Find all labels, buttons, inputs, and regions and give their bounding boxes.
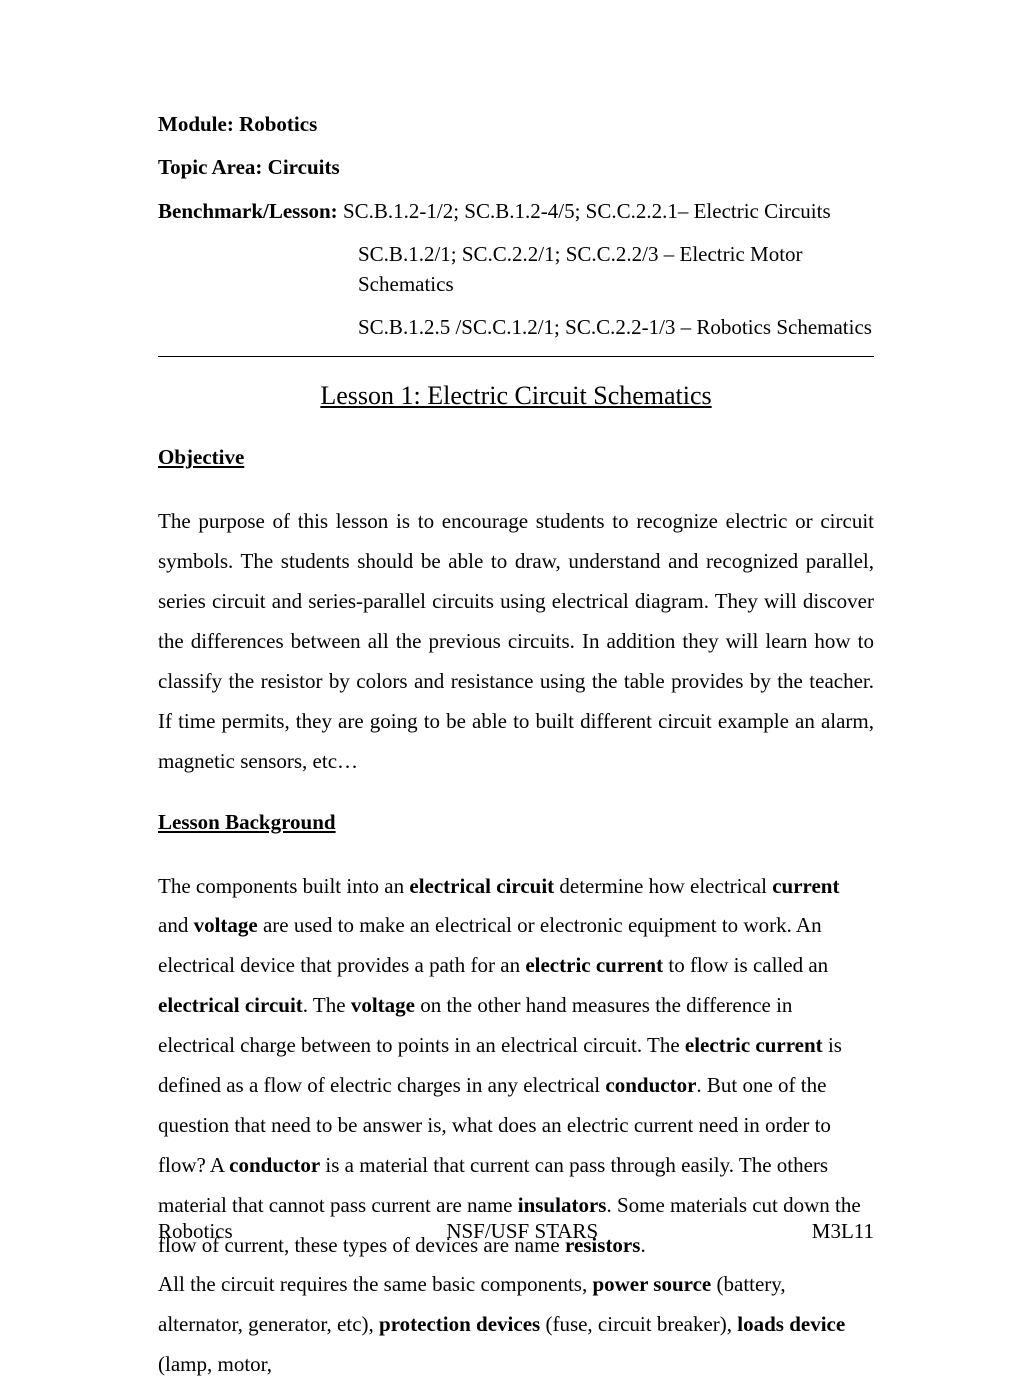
term-power-source: power source (592, 1272, 711, 1296)
bg-text: and (158, 913, 194, 937)
term-loads-device: loads device (737, 1312, 845, 1336)
benchmark-line-3: SC.B.1.2.5 /SC.C.1.2/1; SC.C.2.2-1/3 – R… (158, 313, 874, 342)
term-conductor-2: conductor (229, 1153, 320, 1177)
footer-left: Robotics (158, 1219, 233, 1244)
module-line: Module: Robotics (158, 110, 874, 139)
term-insulators: insulators (518, 1193, 607, 1217)
bg-text: to flow is called an (663, 953, 828, 977)
bg-text: (lamp, motor, (158, 1352, 272, 1376)
objective-heading: Objective (158, 445, 874, 470)
term-voltage-2: voltage (351, 993, 415, 1017)
footer-center: NSF/USF STARS (446, 1219, 598, 1244)
lesson-title: Lesson 1: Electric Circuit Schematics (158, 381, 874, 411)
term-conductor: conductor (605, 1073, 696, 1097)
divider-line (158, 356, 874, 357)
document-header: Module: Robotics Topic Area: Circuits Be… (158, 110, 874, 342)
bg-text: determine how electrical (554, 874, 772, 898)
term-electric-current-2: electric current (685, 1033, 823, 1057)
background-paragraph-2: All the circuit requires the same basic … (158, 1265, 874, 1385)
term-electric-current: electric current (525, 953, 663, 977)
page-footer: Robotics NSF/USF STARS M3L11 (158, 1219, 874, 1244)
benchmark-label: Benchmark/Lesson: (158, 199, 343, 223)
topic-area-line: Topic Area: Circuits (158, 153, 874, 182)
benchmark-line-1: Benchmark/Lesson: SC.B.1.2-1/2; SC.B.1.2… (158, 197, 874, 226)
footer-right: M3L11 (812, 1219, 874, 1244)
term-electrical-circuit: electrical circuit (409, 874, 554, 898)
term-voltage: voltage (194, 913, 258, 937)
benchmark-line-2: SC.B.1.2/1; SC.C.2.2/1; SC.C.2.2/3 – Ele… (158, 240, 874, 299)
bg-text: . The (303, 993, 351, 1017)
module-value: Robotics (239, 112, 317, 136)
bg-text: All the circuit requires the same basic … (158, 1272, 592, 1296)
term-current: current (772, 874, 839, 898)
objective-text: The purpose of this lesson is to encoura… (158, 502, 874, 781)
term-protection-devices: protection devices (379, 1312, 540, 1336)
background-heading: Lesson Background (158, 810, 874, 835)
term-electrical-circuit-2: electrical circuit (158, 993, 303, 1017)
bg-text: The components built into an (158, 874, 409, 898)
bg-text: (fuse, circuit breaker), (540, 1312, 737, 1336)
module-label: Module: (158, 112, 239, 136)
benchmark-value-1: SC.B.1.2-1/2; SC.B.1.2-4/5; SC.C.2.2.1– … (343, 199, 831, 223)
background-paragraph-1: The components built into an electrical … (158, 867, 874, 1266)
